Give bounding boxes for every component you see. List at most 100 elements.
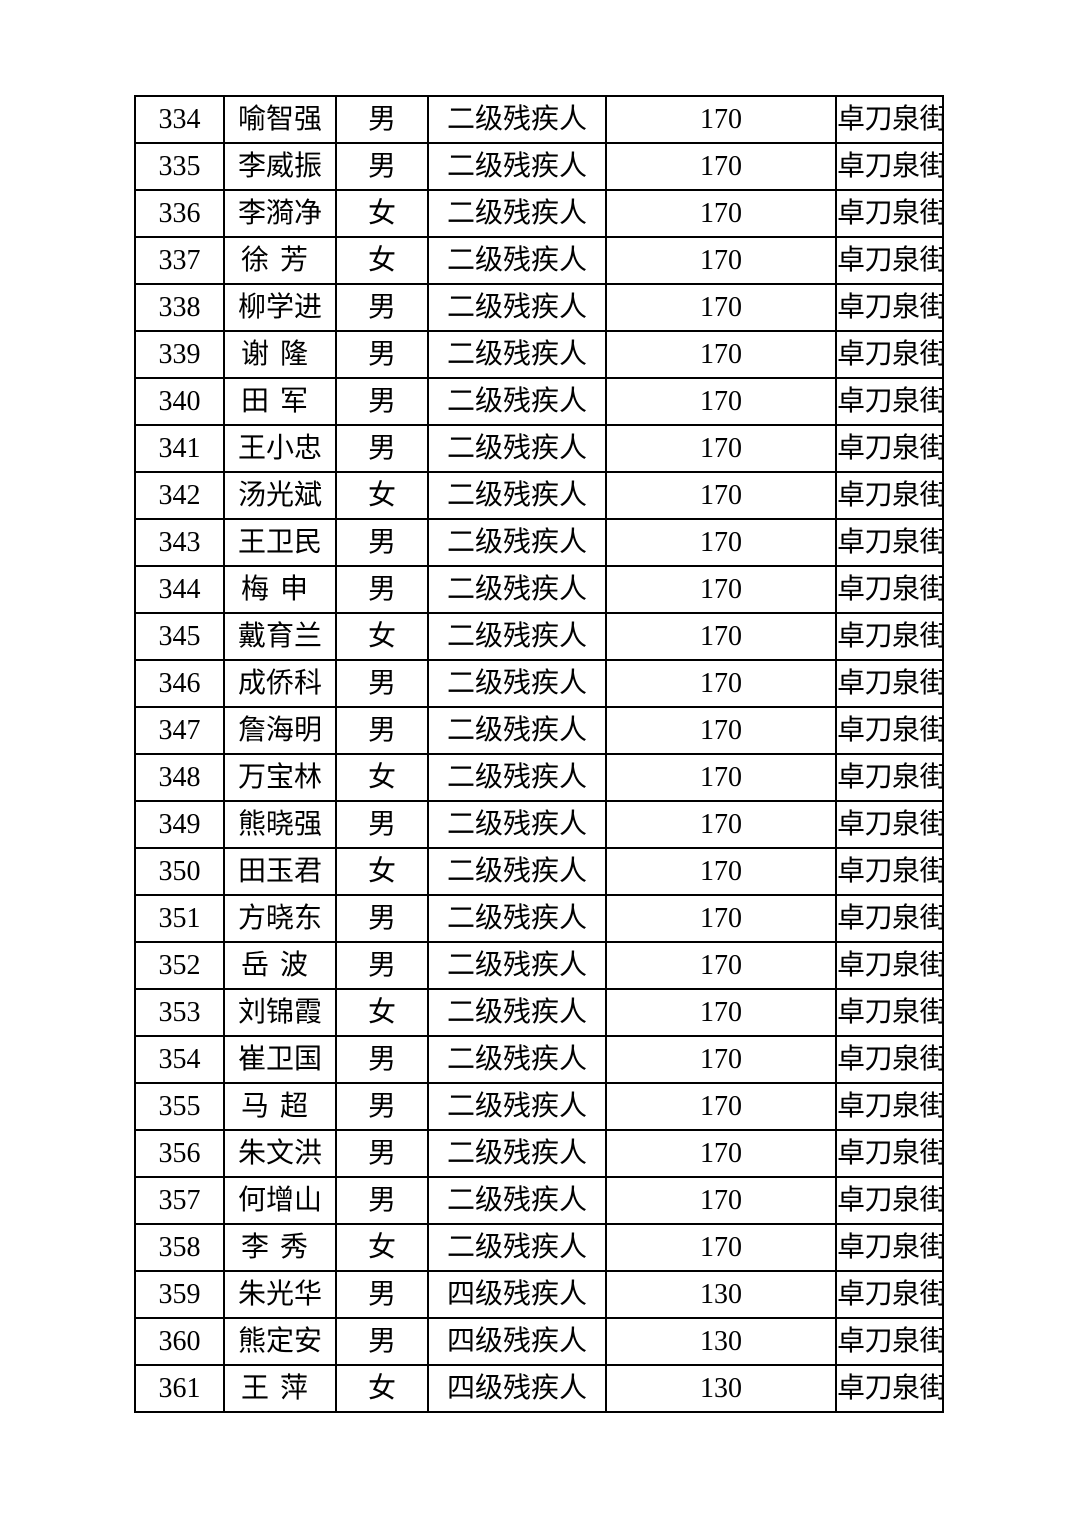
cell-street: 卓刀泉街 <box>835 1129 944 1178</box>
cell-amount: 170 <box>605 471 837 520</box>
cell-street: 卓刀泉街 <box>835 283 944 332</box>
cell-disability-level: 二级残疾人 <box>427 706 607 755</box>
cell-name: 何增山 <box>223 1176 337 1225</box>
cell-disability-level: 二级残疾人 <box>427 847 607 896</box>
cell-serial-number: 359 <box>134 1270 225 1319</box>
table-row: 335 李威振 男 二级残疾人 170 卓刀泉街 <box>134 142 944 191</box>
cell-name: 徐芳 <box>223 236 337 285</box>
cell-name: 王卫民 <box>223 518 337 567</box>
cell-name: 朱文洪 <box>223 1129 337 1178</box>
cell-name: 王萍 <box>223 1364 337 1413</box>
cell-serial-number: 343 <box>134 518 225 567</box>
cell-gender: 男 <box>335 330 429 379</box>
cell-disability-level: 二级残疾人 <box>427 189 607 238</box>
table-row: 344 梅申 男 二级残疾人 170 卓刀泉街 <box>134 565 944 614</box>
table-row: 341 王小忠 男 二级残疾人 170 卓刀泉街 <box>134 424 944 473</box>
table-row: 350 田玉君 女 二级残疾人 170 卓刀泉街 <box>134 847 944 896</box>
cell-street: 卓刀泉街 <box>835 847 944 896</box>
cell-serial-number: 335 <box>134 142 225 191</box>
cell-name: 万宝林 <box>223 753 337 802</box>
cell-name: 王小忠 <box>223 424 337 473</box>
cell-amount: 170 <box>605 1176 837 1225</box>
cell-street: 卓刀泉街 <box>835 330 944 379</box>
cell-gender: 男 <box>335 1270 429 1319</box>
cell-street: 卓刀泉街 <box>835 1176 944 1225</box>
cell-disability-level: 二级残疾人 <box>427 753 607 802</box>
cell-serial-number: 337 <box>134 236 225 285</box>
cell-gender: 男 <box>335 518 429 567</box>
cell-disability-level: 二级残疾人 <box>427 800 607 849</box>
cell-amount: 170 <box>605 518 837 567</box>
cell-disability-level: 二级残疾人 <box>427 330 607 379</box>
cell-gender: 男 <box>335 142 429 191</box>
cell-name: 詹海明 <box>223 706 337 755</box>
cell-amount: 170 <box>605 1082 837 1131</box>
table-row: 340 田军 男 二级残疾人 170 卓刀泉街 <box>134 377 944 426</box>
cell-street: 卓刀泉街 <box>835 941 944 990</box>
cell-name: 喻智强 <box>223 95 337 144</box>
cell-serial-number: 344 <box>134 565 225 614</box>
cell-gender: 女 <box>335 189 429 238</box>
table-row: 356 朱文洪 男 二级残疾人 170 卓刀泉街 <box>134 1129 944 1178</box>
cell-name: 熊定安 <box>223 1317 337 1366</box>
table-row: 354 崔卫国 男 二级残疾人 170 卓刀泉街 <box>134 1035 944 1084</box>
cell-serial-number: 358 <box>134 1223 225 1272</box>
cell-disability-level: 二级残疾人 <box>427 377 607 426</box>
roster-table-body: 334 喻智强 男 二级残疾人 170 卓刀泉街 335 李威振 男 二级残疾人… <box>134 95 944 1413</box>
cell-gender: 女 <box>335 1364 429 1413</box>
cell-amount: 170 <box>605 142 837 191</box>
cell-name: 戴育兰 <box>223 612 337 661</box>
cell-street: 卓刀泉街 <box>835 800 944 849</box>
cell-serial-number: 345 <box>134 612 225 661</box>
cell-gender: 男 <box>335 424 429 473</box>
cell-disability-level: 四级残疾人 <box>427 1364 607 1413</box>
cell-gender: 女 <box>335 753 429 802</box>
cell-serial-number: 346 <box>134 659 225 708</box>
cell-disability-level: 二级残疾人 <box>427 1082 607 1131</box>
cell-serial-number: 341 <box>134 424 225 473</box>
cell-gender: 男 <box>335 706 429 755</box>
table-row: 346 成侨科 男 二级残疾人 170 卓刀泉街 <box>134 659 944 708</box>
cell-disability-level: 二级残疾人 <box>427 95 607 144</box>
cell-gender: 女 <box>335 847 429 896</box>
cell-street: 卓刀泉街 <box>835 424 944 473</box>
cell-name: 田军 <box>223 377 337 426</box>
cell-gender: 男 <box>335 1317 429 1366</box>
cell-amount: 170 <box>605 565 837 614</box>
cell-disability-level: 四级残疾人 <box>427 1270 607 1319</box>
cell-gender: 女 <box>335 612 429 661</box>
cell-street: 卓刀泉街 <box>835 189 944 238</box>
cell-name: 成侨科 <box>223 659 337 708</box>
cell-name: 田玉君 <box>223 847 337 896</box>
cell-amount: 170 <box>605 330 837 379</box>
cell-disability-level: 二级残疾人 <box>427 283 607 332</box>
cell-serial-number: 351 <box>134 894 225 943</box>
cell-name: 方晓东 <box>223 894 337 943</box>
cell-amount: 170 <box>605 283 837 332</box>
cell-street: 卓刀泉街 <box>835 988 944 1037</box>
cell-amount: 170 <box>605 847 837 896</box>
cell-amount: 130 <box>605 1317 837 1366</box>
cell-name: 岳波 <box>223 941 337 990</box>
cell-amount: 170 <box>605 659 837 708</box>
cell-disability-level: 二级残疾人 <box>427 1129 607 1178</box>
cell-serial-number: 361 <box>134 1364 225 1413</box>
cell-serial-number: 342 <box>134 471 225 520</box>
cell-name: 朱光华 <box>223 1270 337 1319</box>
cell-disability-level: 二级残疾人 <box>427 565 607 614</box>
cell-amount: 170 <box>605 612 837 661</box>
cell-street: 卓刀泉街 <box>835 1364 944 1413</box>
table-row: 337 徐芳 女 二级残疾人 170 卓刀泉街 <box>134 236 944 285</box>
cell-amount: 170 <box>605 424 837 473</box>
cell-street: 卓刀泉街 <box>835 95 944 144</box>
cell-gender: 女 <box>335 1223 429 1272</box>
cell-street: 卓刀泉街 <box>835 377 944 426</box>
table-row: 347 詹海明 男 二级残疾人 170 卓刀泉街 <box>134 706 944 755</box>
table-row: 342 汤光斌 女 二级残疾人 170 卓刀泉街 <box>134 471 944 520</box>
cell-disability-level: 二级残疾人 <box>427 1035 607 1084</box>
cell-amount: 170 <box>605 189 837 238</box>
cell-serial-number: 338 <box>134 283 225 332</box>
table-row: 352 岳波 男 二级残疾人 170 卓刀泉街 <box>134 941 944 990</box>
cell-amount: 170 <box>605 1223 837 1272</box>
cell-amount: 170 <box>605 894 837 943</box>
